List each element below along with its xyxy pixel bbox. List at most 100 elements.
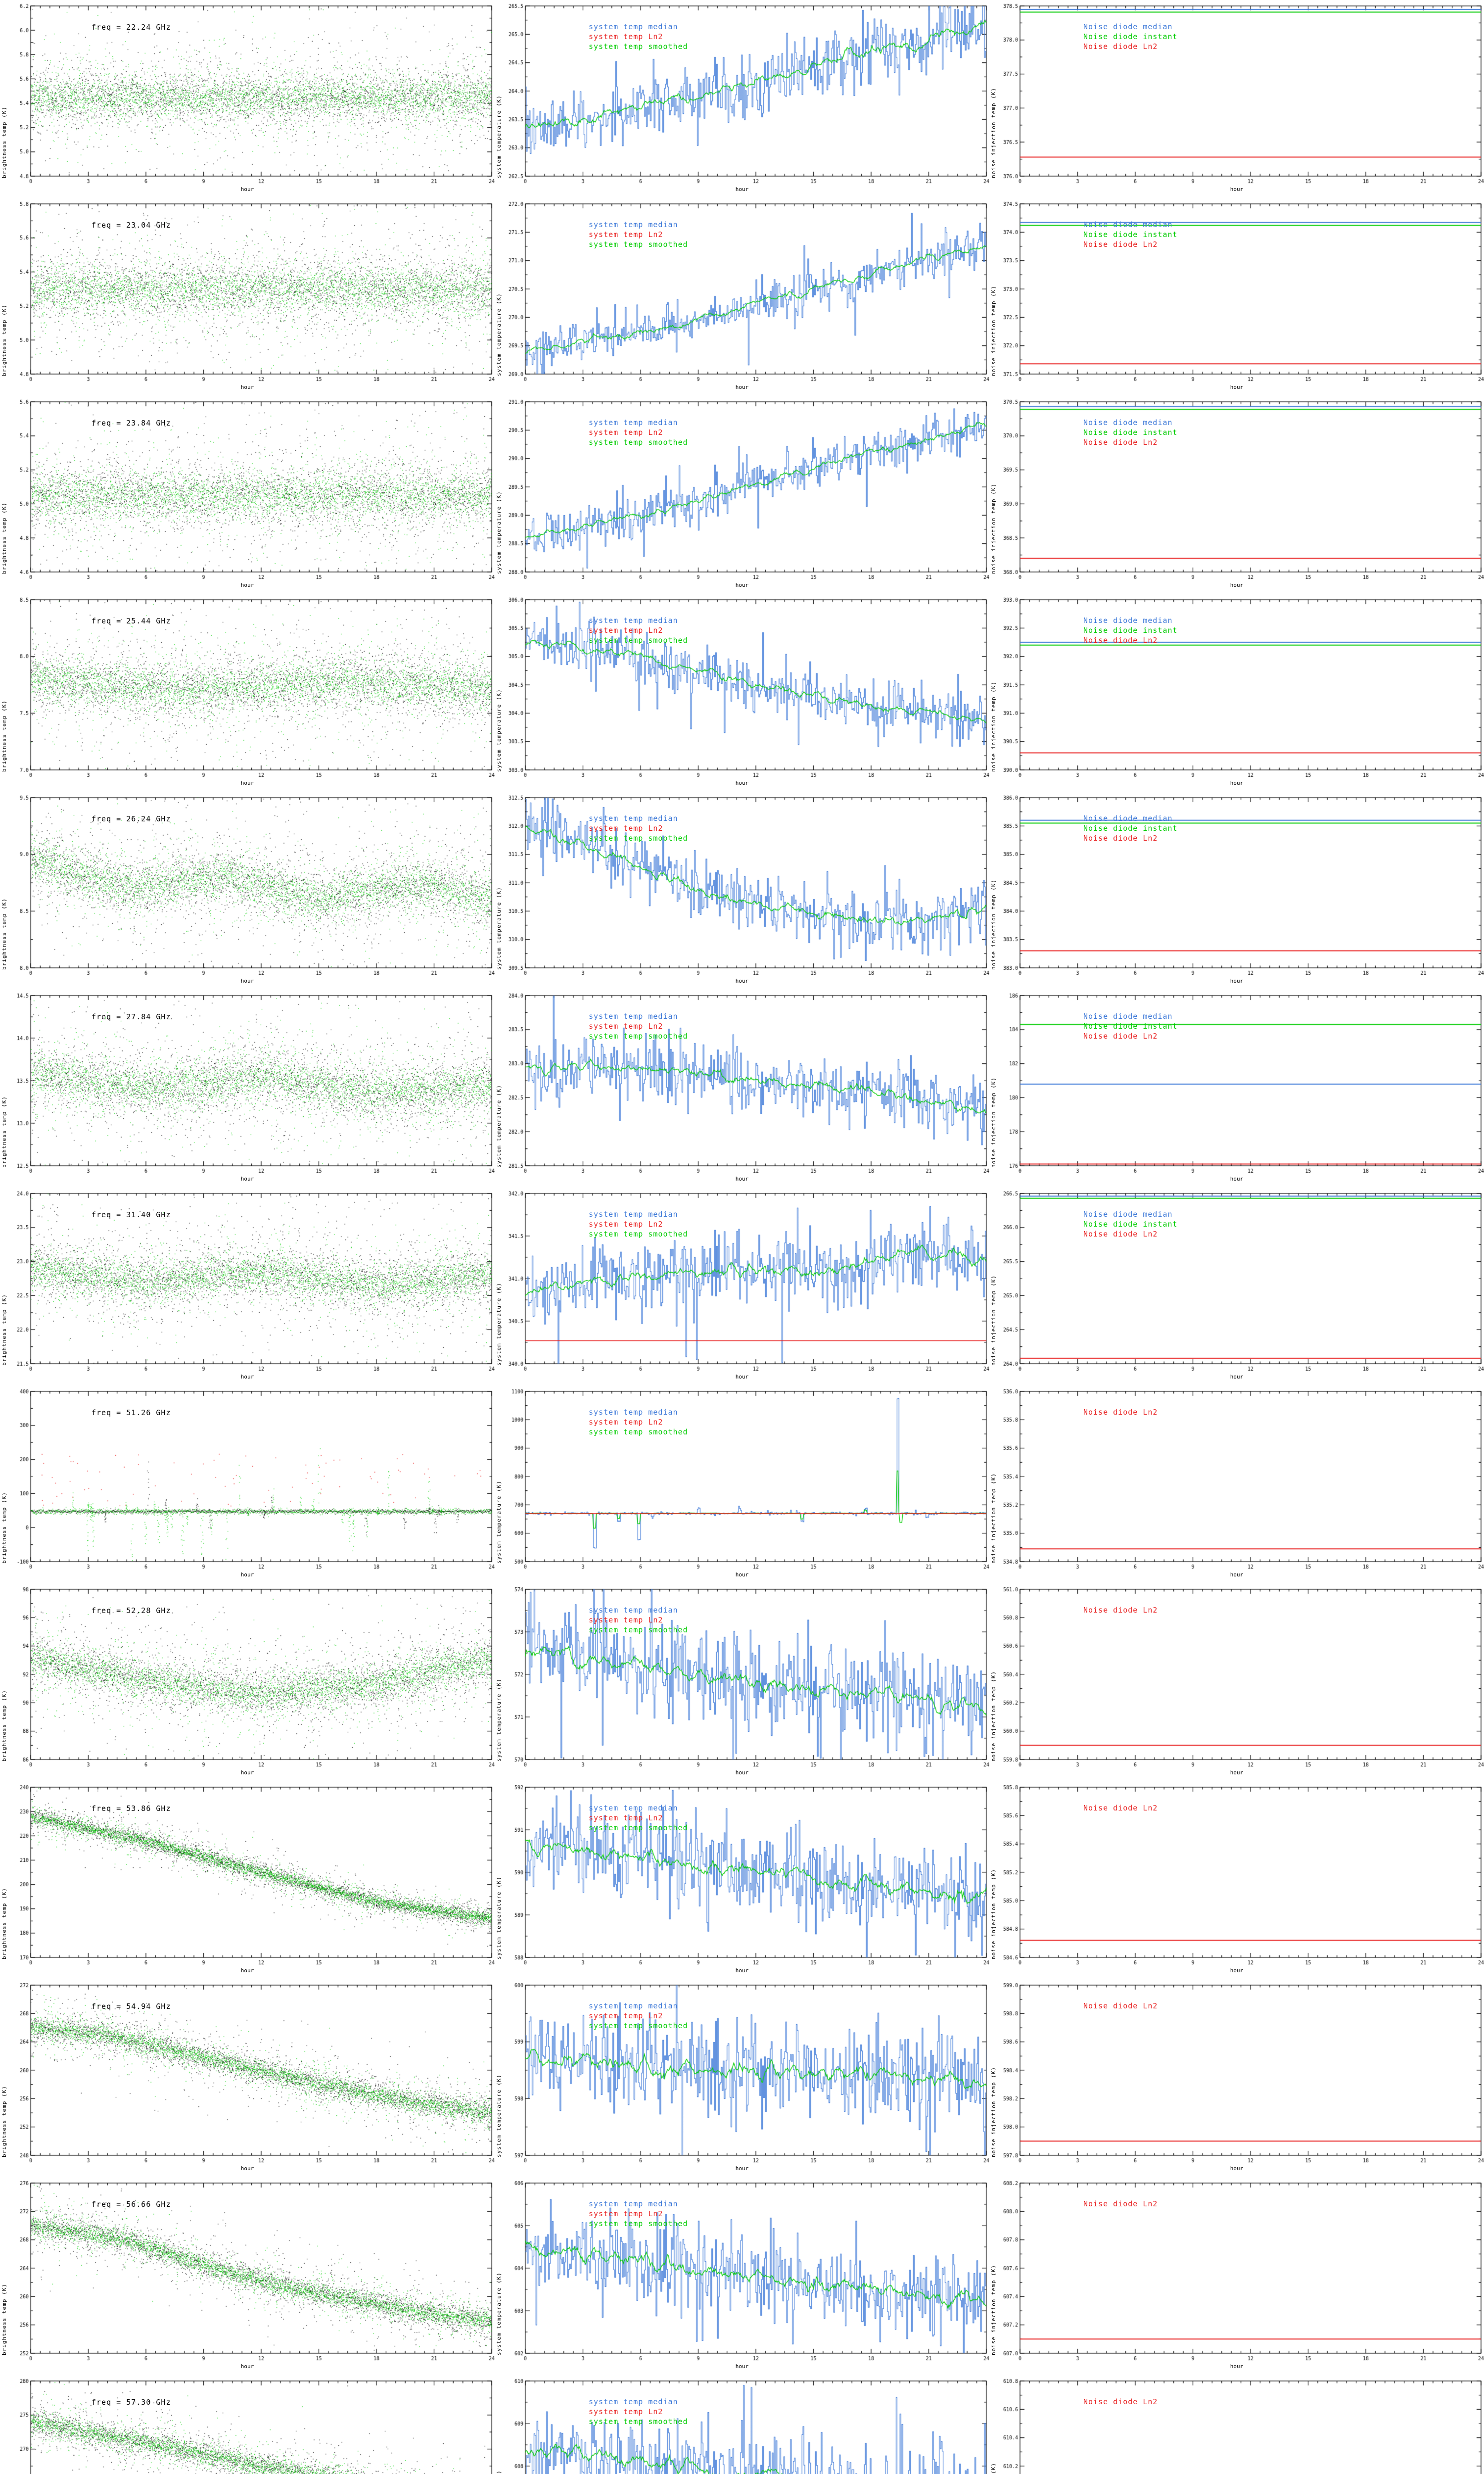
cell-r3-brightness: brightness temp (K) hour freq = 23.84 GHz <box>0 396 495 594</box>
x-axis-label: hour <box>240 1176 254 1182</box>
y-axis-label-system: system temperature (K) <box>496 887 502 970</box>
cell-r7-system: system temperature (K) hour system temp me… <box>495 1188 989 1385</box>
freq-title: freq = 52.28 GHz <box>92 1606 171 1615</box>
y-axis-label-brightness: brightness temp (K) <box>1 106 7 178</box>
legend-system: system temp median system temp Ln2 system … <box>589 418 688 447</box>
noise_diode-plot-canvas-r2 <box>989 198 1484 396</box>
legend-noise_diode: Noise diode Ln2 <box>1083 1605 1158 1615</box>
x-axis-label: hour <box>735 978 749 984</box>
x-axis-label: hour <box>240 2165 254 2172</box>
noise_diode-plot-canvas-r7 <box>989 1188 1484 1385</box>
y-axis-label-system: system temperature (K) <box>496 95 502 178</box>
cell-r6-brightness: brightness temp (K) hour freq = 27.84 GHz <box>0 990 495 1188</box>
x-axis-label: hour <box>240 780 254 786</box>
legend-item-system-0: system temp median <box>589 22 678 31</box>
cell-r1-system: system temperature (K) hour system temp me… <box>495 0 989 198</box>
y-axis-label-brightness: brightness temp (K) <box>1 304 7 376</box>
y-axis-label-system: system temperature (K) <box>496 2272 502 2355</box>
legend-item-noise_full-0: Noise diode median <box>1083 22 1173 31</box>
cell-r7-noise-diode: noise injection temp (K) hour Noise diode … <box>989 1188 1484 1385</box>
system-plot-canvas-r13 <box>495 2375 989 2474</box>
x-axis-label: hour <box>1230 1374 1244 1380</box>
cell-r6-noise-diode: noise injection temp (K) hour Noise diode … <box>989 990 1484 1188</box>
x-axis-label: hour <box>240 384 254 390</box>
legend-item-system-1: system temp Ln2 <box>589 230 663 239</box>
cell-r3-system: system temperature (K) hour system temp me… <box>495 396 989 594</box>
y-axis-label-system: system temperature (K) <box>496 1283 502 1366</box>
legend-item-system-0: system temp median <box>589 1804 678 1812</box>
legend-noise_diode: Noise diode Ln2 <box>1083 2397 1158 2407</box>
noise_diode-plot-canvas-r1 <box>989 0 1484 198</box>
legend-noise_diode: Noise diode Ln2 <box>1083 2199 1158 2209</box>
y-axis-label-noise_diode: noise injection temp (K) <box>990 681 997 772</box>
brightness-plot-canvas-r4 <box>0 594 495 792</box>
legend-system: system temp median system temp Ln2 system … <box>589 22 688 51</box>
legend-system: system temp median system temp Ln2 system … <box>589 220 688 249</box>
y-axis-label-noise_diode: noise injection temp (K) <box>990 2265 997 2355</box>
x-axis-label: hour <box>240 1374 254 1380</box>
y-axis-label-noise_diode: noise injection temp (K) <box>990 88 997 178</box>
system-plot-canvas-r4 <box>495 594 989 792</box>
legend-item-system-2: system temp smoothed <box>589 1823 688 1832</box>
y-axis-label-brightness: brightness temp (K) <box>1 1096 7 1168</box>
legend-item-system-1: system temp Ln2 <box>589 32 663 41</box>
cell-r12-brightness: brightness temp (K) hour freq = 56.66 GHz <box>0 2177 495 2375</box>
legend-item-system-2: system temp smoothed <box>589 42 688 51</box>
freq-title: freq = 27.84 GHz <box>92 1012 171 1021</box>
x-axis-label: hour <box>1230 978 1244 984</box>
x-axis-label: hour <box>1230 780 1244 786</box>
x-axis-label: hour <box>735 1571 749 1578</box>
legend-item-noise_ln2-0: Noise diode Ln2 <box>1083 1408 1158 1417</box>
legend-item-noise_full-1: Noise diode instant <box>1083 626 1178 635</box>
legend-noise_diode: Noise diode median Noise diode instant Noi… <box>1083 22 1178 51</box>
legend-system: system temp median system temp Ln2 system … <box>589 1407 688 1437</box>
y-axis-label-noise_diode: noise injection temp (K) <box>990 1869 997 1959</box>
freq-title: freq = 22.24 GHz <box>92 23 171 32</box>
x-axis-label: hour <box>1230 384 1244 390</box>
x-axis-label: hour <box>240 186 254 192</box>
system-plot-canvas-r2 <box>495 198 989 396</box>
system-plot-canvas-r3 <box>495 396 989 594</box>
y-axis-label-noise_diode: noise injection temp (K) <box>990 2390 997 2474</box>
system-plot-canvas-r11 <box>495 1979 989 2177</box>
legend-item-noise_full-1: Noise diode instant <box>1083 32 1178 41</box>
cell-r9-brightness: brightness temp (K) hour freq = 52.28 GHz <box>0 1583 495 1781</box>
x-axis-label: hour <box>735 2165 749 2172</box>
freq-title: freq = 23.04 GHz <box>92 221 171 230</box>
legend-noise_diode: Noise diode Ln2 <box>1083 1407 1158 1417</box>
cell-r1-noise-diode: noise injection temp (K) hour Noise diode … <box>989 0 1484 198</box>
legend-item-noise_ln2-0: Noise diode Ln2 <box>1083 1606 1158 1615</box>
legend-item-system-1: system temp Ln2 <box>589 2407 663 2416</box>
y-axis-label-system: system temperature (K) <box>496 1480 502 1564</box>
cell-r4-system: system temperature (K) hour system temp me… <box>495 594 989 792</box>
y-axis-label-brightness: brightness temp (K) <box>1 2390 7 2474</box>
y-axis-label-system: system temperature (K) <box>496 1678 502 1761</box>
y-axis-label-noise_diode: noise injection temp (K) <box>990 2067 997 2157</box>
cell-r12-system: system temperature (K) hour system temp me… <box>495 2177 989 2375</box>
legend-system: system temp median system temp Ln2 system … <box>589 1605 688 1635</box>
legend-item-noise_full-2: Noise diode Ln2 <box>1083 240 1158 249</box>
y-axis-label-noise_diode: noise injection temp (K) <box>990 1275 997 1366</box>
cell-r8-brightness: brightness temp (K) hour freq = 51.26 GHz <box>0 1385 495 1583</box>
legend-noise_diode: Noise diode median Noise diode instant Noi… <box>1083 616 1178 645</box>
legend-item-system-1: system temp Ln2 <box>589 1616 663 1624</box>
brightness-plot-canvas-r7 <box>0 1188 495 1385</box>
y-axis-label-brightness: brightness temp (K) <box>1 502 7 574</box>
noise_diode-plot-canvas-r4 <box>989 594 1484 792</box>
system-plot-canvas-r10 <box>495 1781 989 1979</box>
brightness-plot-canvas-r5 <box>0 792 495 990</box>
y-axis-label-system: system temperature (K) <box>496 689 502 772</box>
system-plot-canvas-r7 <box>495 1188 989 1385</box>
y-axis-label-noise_diode: noise injection temp (K) <box>990 879 997 970</box>
legend-item-system-0: system temp median <box>589 2397 678 2406</box>
cell-r11-noise-diode: noise injection temp (K) hour Noise diode … <box>989 1979 1484 2177</box>
noise_diode-plot-canvas-r6 <box>989 990 1484 1188</box>
noise_diode-plot-canvas-r9 <box>989 1583 1484 1781</box>
noise_diode-plot-canvas-r13 <box>989 2375 1484 2474</box>
brightness-plot-canvas-r11 <box>0 1979 495 2177</box>
freq-title: freq = 25.44 GHz <box>92 617 171 625</box>
cell-r4-brightness: brightness temp (K) hour freq = 25.44 GHz <box>0 594 495 792</box>
legend-item-system-1: system temp Ln2 <box>589 1813 663 1822</box>
